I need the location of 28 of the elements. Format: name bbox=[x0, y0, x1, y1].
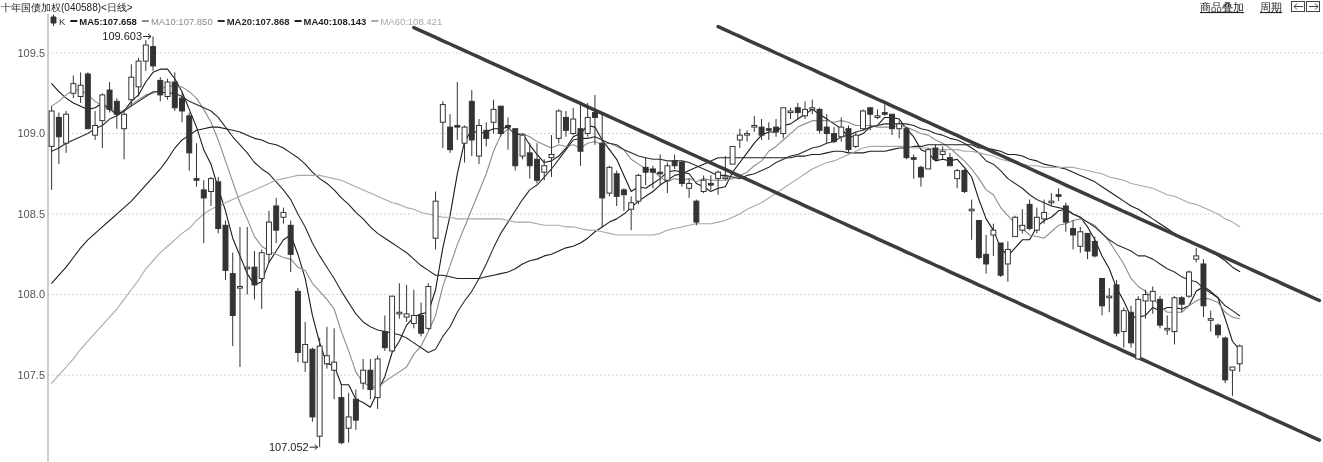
legend-label: MA60:108.421 bbox=[380, 16, 443, 27]
annotation: 109.603 bbox=[102, 30, 143, 43]
candlestick bbox=[439, 100, 446, 149]
candlestick bbox=[990, 223, 997, 257]
y-tick-label: 108.0 bbox=[17, 288, 45, 301]
y-tick-label: 107.5 bbox=[17, 368, 45, 381]
legend-label: MA40:108.143 bbox=[303, 16, 367, 27]
text: 周期 bbox=[1260, 1, 1282, 13]
y-tick-label: 108.5 bbox=[17, 207, 45, 220]
candlestick bbox=[1236, 343, 1243, 373]
legend-label: MA5:107.658 bbox=[79, 16, 137, 27]
y-tick-label: 109.5 bbox=[17, 46, 45, 59]
candlestick bbox=[628, 195, 635, 231]
line-series bbox=[412, 25, 1322, 442]
legend-label: MA20:107.868 bbox=[226, 16, 290, 27]
candlestick bbox=[193, 142, 200, 188]
annotation: 107.052 bbox=[268, 441, 309, 454]
line-series bbox=[716, 24, 1322, 303]
candlestick bbox=[693, 199, 700, 226]
legend-label: K bbox=[59, 16, 66, 27]
candlestick bbox=[1062, 202, 1069, 233]
candlestick bbox=[548, 134, 555, 178]
legend-label: MA10:107.850 bbox=[150, 16, 213, 27]
candlestick bbox=[1207, 310, 1214, 333]
chart-title: 十年国债加权(040588)<日线> bbox=[1, 2, 133, 13]
y-tick-label: 109.0 bbox=[17, 127, 45, 140]
text: 商品叠加 bbox=[1200, 1, 1244, 13]
line-series bbox=[51, 145, 1241, 384]
